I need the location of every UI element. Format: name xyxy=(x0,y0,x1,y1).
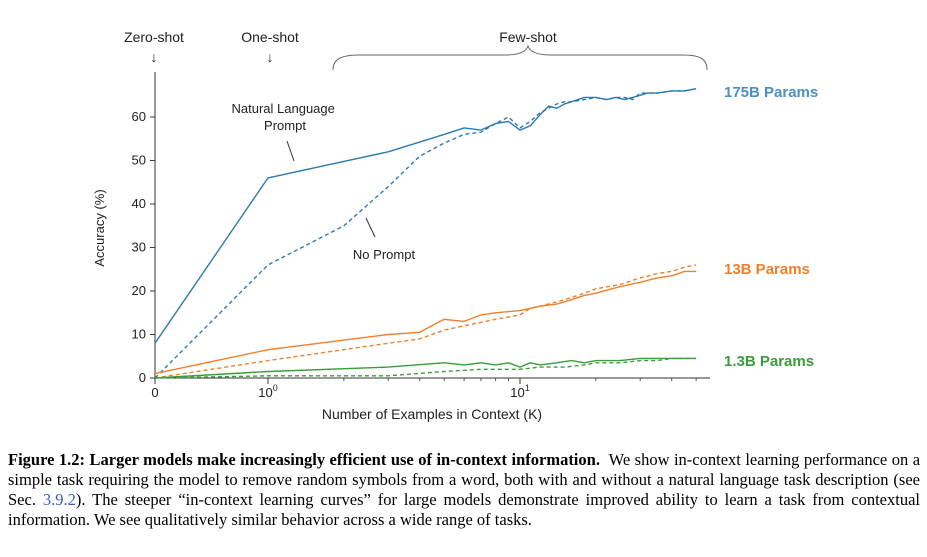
y-tick-label: 50 xyxy=(132,153,146,168)
caption-title: Larger models make increasingly efficien… xyxy=(89,450,600,469)
y-tick-label: 30 xyxy=(132,240,146,255)
chart: 0 10 20 30 40 50 60 0 100 101 Number of Examples… xyxy=(92,29,818,422)
series-label-13b: 13B Params xyxy=(724,261,810,278)
y-axis-label: Accuracy (%) xyxy=(92,189,107,266)
series-line-1-3b-params-solid xyxy=(154,357,697,379)
series-line-13b-params-solid xyxy=(154,270,697,375)
regions: Zero-shot ↓ One-shot ↓ Few-shot xyxy=(124,29,708,71)
caption-text-2: ). The steeper “in-context learning curv… xyxy=(8,490,921,529)
y-tick-label: 10 xyxy=(132,327,146,342)
figure-caption: Figure 1.2: Larger models make increasin… xyxy=(8,450,920,530)
y-tick-label: 20 xyxy=(132,283,146,298)
x-ticks: 0 100 101 xyxy=(151,378,697,400)
x-tick-label: 101 xyxy=(510,383,529,400)
annotation-line-1: Natural Language xyxy=(232,101,335,116)
x-tick-label: 0 xyxy=(151,385,158,400)
series-label-1-3b: 1.3B Params xyxy=(724,353,814,370)
y-tick-label: 0 xyxy=(139,370,146,385)
annotation-line-2: Prompt xyxy=(264,118,306,133)
region-label-few-shot: Few-shot xyxy=(499,29,557,45)
y-ticks: 0 10 20 30 40 50 60 xyxy=(132,109,155,385)
caption-section-ref[interactable]: 3.9.2 xyxy=(42,490,76,509)
series-line-175b-params-solid xyxy=(154,88,697,344)
x-axis-label: Number of Examples in Context (K) xyxy=(322,406,542,422)
caption-text-1: We show in-context learning performance … xyxy=(8,450,921,509)
series-line-175b-params-dashed xyxy=(154,88,697,379)
y-tick-label: 60 xyxy=(132,109,146,124)
annotation-no-prompt: No Prompt xyxy=(353,247,416,262)
axes xyxy=(154,72,710,379)
annotation-natural-language-prompt: Natural Language Prompt xyxy=(232,101,339,133)
series-group xyxy=(154,88,697,379)
y-tick-label: 40 xyxy=(132,196,146,211)
series-line-1-3b-params-dashed xyxy=(154,357,697,379)
annotations: Natural Language Prompt No Prompt xyxy=(232,101,416,262)
region-label-one-shot: One-shot xyxy=(241,29,299,45)
series-label-175b: 175B Params xyxy=(724,84,818,101)
few-shot-brace xyxy=(332,44,708,71)
annotation-pointer-no-prompt xyxy=(365,217,376,238)
region-arrow-one-shot: ↓ xyxy=(267,49,274,65)
series-line-13b-params-dashed xyxy=(154,264,697,379)
series-labels: 175B Params 13B Params 1.3B Params xyxy=(724,84,818,370)
caption-label: Figure 1.2: xyxy=(8,450,86,469)
annotation-pointer-prompt xyxy=(286,140,295,162)
x-tick-label: 100 xyxy=(258,383,277,400)
region-arrow-zero-shot: ↓ xyxy=(151,49,158,65)
region-label-zero-shot: Zero-shot xyxy=(124,29,184,45)
